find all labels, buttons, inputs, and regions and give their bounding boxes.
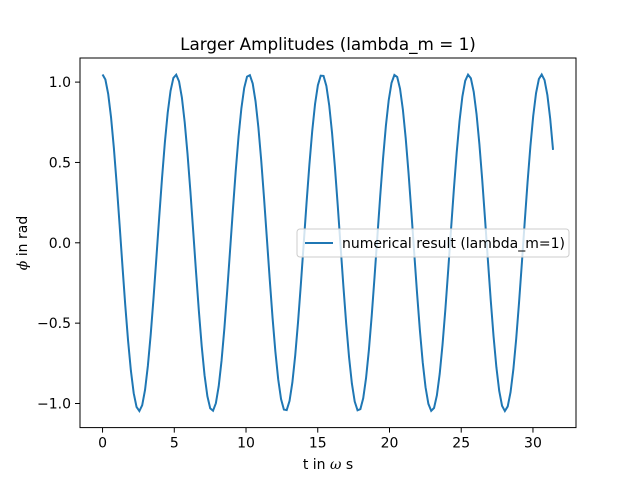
x-axis-label-prefix: t in: [303, 457, 330, 473]
y-axis-label: ϕ in rad: [15, 216, 31, 270]
x-axis: 0 5 10 15 20 25 30: [98, 427, 542, 452]
x-axis-label-symbol: ω: [330, 457, 342, 473]
legend-label: numerical result (lambda_m=1): [342, 236, 565, 252]
x-axis-label: t in ω s: [303, 457, 353, 473]
y-tick-label: 1.0: [49, 75, 71, 91]
legend: numerical result (lambda_m=1): [296, 228, 570, 258]
x-tick-label: 30: [524, 436, 542, 452]
chart-title: Larger Amplitudes (lambda_m = 1): [180, 34, 476, 55]
x-tick-label: 5: [170, 436, 179, 452]
x-tick-label: 0: [98, 436, 107, 452]
y-tick-label: −0.5: [37, 316, 71, 332]
y-tick-label: 0.5: [49, 155, 71, 171]
x-tick-label: 25: [452, 436, 470, 452]
y-tick-label: −1.0: [37, 396, 71, 412]
y-tick-label: 0.0: [49, 236, 71, 252]
x-tick-label: 10: [237, 436, 255, 452]
y-axis-label-text: in rad: [15, 216, 31, 261]
legend-box: [296, 228, 570, 258]
x-tick-label: 20: [381, 436, 399, 452]
y-axis-label-symbol: ϕ: [15, 260, 31, 270]
x-axis-label-suffix: s: [341, 457, 353, 473]
y-axis: −1.0 −0.5 0.0 0.5 1.0: [37, 75, 80, 412]
series-line-numerical-result: [101, 72, 555, 414]
x-tick-label: 15: [309, 436, 327, 452]
